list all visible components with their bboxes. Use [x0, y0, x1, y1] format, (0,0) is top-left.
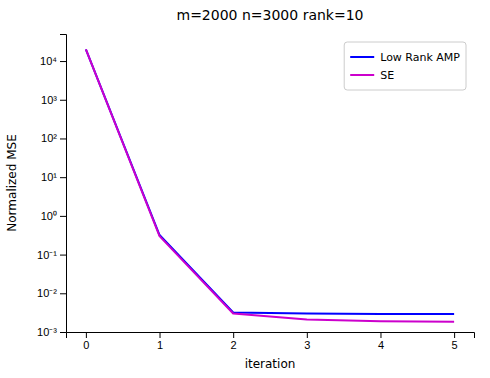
y-tick: 10⁰ — [41, 210, 66, 222]
legend-item: Low Rank AMP — [350, 51, 460, 64]
x-tick-mark — [233, 332, 234, 338]
x-axis-line — [67, 333, 475, 339]
x-tick-label: 5 — [452, 339, 458, 351]
title: m=2000 n=3000 rank=10 — [177, 7, 364, 23]
legend-swatch — [350, 74, 374, 76]
chart: 0 1 2 3 4 5 10⁻³ 10⁻² 10⁻¹ 10⁰ 10¹ 10² 10³ 10⁴ Low Ran… — [0, 0, 490, 378]
y-tick-mark — [60, 255, 66, 256]
x-tick-label: 0 — [83, 339, 89, 351]
legend-label: SE — [380, 69, 394, 82]
y-tick-label: 10¹ — [41, 171, 57, 183]
y-tick: 10⁻² — [37, 287, 66, 299]
legend-label: Low Rank AMP — [380, 51, 460, 64]
y-tick-mark — [60, 100, 66, 101]
y-tick: 10⁻¹ — [37, 249, 66, 261]
x-tick-mark — [454, 332, 455, 338]
legend-item: SE — [350, 69, 394, 82]
y-tick-mark — [60, 61, 66, 62]
y-tick-mark — [60, 293, 66, 294]
x-tick: 1 — [157, 332, 163, 351]
y-tick: 10¹ — [41, 171, 66, 183]
x-tick-label: 3 — [304, 339, 310, 351]
legend-box — [344, 42, 466, 90]
x-tick-label: 1 — [157, 339, 163, 351]
x-axis-title: iteration — [245, 357, 296, 371]
y-tick-label: 10⁻³ — [37, 326, 57, 338]
x-tick-mark — [380, 332, 381, 338]
x-tick: 5 — [452, 332, 458, 351]
y-tick-mark — [60, 216, 66, 217]
y-tick: 10² — [41, 132, 66, 144]
y-tick: 10⁻³ — [37, 326, 66, 338]
x-tick: 2 — [231, 332, 237, 351]
y-tick-label: 10³ — [41, 94, 57, 106]
legend-swatch — [350, 56, 374, 58]
y-axis-line — [60, 35, 67, 333]
y-axis-title: Normalized MSE — [5, 134, 19, 231]
x-tick-label: 2 — [231, 339, 237, 351]
y-tick-label: 10⁻¹ — [37, 249, 57, 261]
plot: 0 1 2 3 4 5 10⁻³ 10⁻² 10⁻¹ 10⁰ 10¹ 10² 10³ 10⁴ Low Ran… — [37, 35, 474, 351]
y-tick-label: 10⁰ — [41, 210, 57, 222]
x-tick: 0 — [83, 332, 89, 351]
x-tick: 4 — [378, 332, 384, 351]
y-tick-mark — [60, 332, 66, 333]
y-tick-label: 10⁴ — [40, 55, 57, 67]
legend: Low Rank AMP SE — [344, 42, 466, 90]
y-tick: 10³ — [41, 94, 66, 106]
y-tick-label: 10² — [41, 132, 57, 144]
y-tick-label: 10⁻² — [37, 287, 57, 299]
y-tick-mark — [60, 138, 66, 139]
x-tick-mark — [160, 332, 161, 338]
y-tick: 10⁴ — [40, 55, 66, 67]
y-tick-mark — [60, 177, 66, 178]
x-tick-mark — [307, 332, 308, 338]
x-tick-mark — [86, 332, 87, 338]
x-axis: 0 1 2 3 4 5 — [67, 332, 475, 351]
y-axis: 10⁻³ 10⁻² 10⁻¹ 10⁰ 10¹ 10² 10³ 10⁴ — [37, 35, 66, 339]
x-tick: 3 — [304, 332, 310, 351]
x-tick-label: 4 — [378, 339, 384, 351]
